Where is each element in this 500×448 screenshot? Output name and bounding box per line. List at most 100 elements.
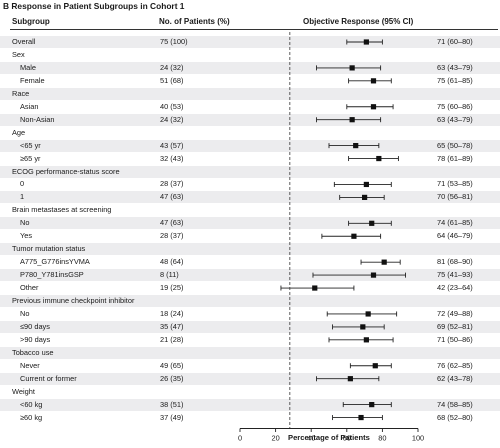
patients-count: 40 (53) [160, 101, 184, 111]
response-ci-text: 75 (61–85) [437, 75, 473, 85]
subgroup-header-label: Tumor mutation status [12, 244, 86, 254]
patients-count: 24 (32) [160, 62, 184, 72]
row-label: Current or former [20, 373, 77, 383]
forest-row: 1 47 (63) 70 (56–81) [0, 191, 500, 204]
row-label: A775_G776insYVMA [20, 257, 90, 267]
point-estimate [349, 65, 355, 71]
row-label: ≤90 days [20, 321, 50, 331]
point-estimate [365, 311, 371, 317]
forest-row: ≥60 kg 37 (49) 68 (52–80) [0, 412, 500, 424]
response-ci-text: 71 (50–86) [437, 334, 473, 344]
point-estimate [362, 194, 368, 200]
x-tick-label: 60 [343, 434, 351, 443]
forest-row: P780_Y781insGSP 8 (11) 75 (41–93) [0, 269, 500, 282]
patients-count: 19 (25) [160, 283, 184, 293]
x-tick-label: 100 [412, 434, 424, 443]
row-label: >90 days [20, 334, 51, 344]
subgroup-header-row: Tumor mutation status [0, 243, 500, 256]
response-ci-text: 71 (53–85) [437, 179, 473, 189]
row-label: <60 kg [20, 399, 43, 409]
point-estimate [351, 233, 357, 239]
forest-row: >90 days 21 (28) 71 (50–86) [0, 334, 500, 346]
patients-count: 18 (24) [160, 308, 184, 318]
response-ci-text: 74 (61–85) [437, 218, 473, 228]
patients-count: 48 (64) [160, 257, 184, 267]
patients-count: 32 (43) [160, 153, 184, 163]
response-ci-text: 74 (58–85) [437, 399, 473, 409]
subgroup-header-label: Weight [12, 386, 35, 396]
subgroup-header-row: Tobacco use [0, 346, 500, 359]
patients-count: 37 (49) [160, 412, 184, 422]
forest-row: Never 49 (65) 76 (62–85) [0, 360, 500, 372]
row-label: Never [20, 360, 40, 370]
patients-count: 26 (35) [160, 373, 184, 383]
patients-count: 49 (65) [160, 360, 184, 370]
point-estimate [370, 272, 377, 278]
patients-column-header: No. of Patients (%) [159, 17, 230, 26]
point-estimate [363, 337, 369, 343]
response-ci-text: 75 (41–93) [437, 270, 473, 280]
forest-row: Yes 28 (37) 64 (46–79) [0, 230, 500, 242]
point-estimate [363, 181, 369, 188]
patients-count: 28 (37) [160, 179, 184, 189]
forest-row: Female 51 (68) 75 (61–85) [0, 75, 500, 87]
subgroup-header-row: Previous immune checkpoint inhibitor [0, 295, 500, 307]
panel-title: B Response in Patient Subgroups in Cohor… [3, 1, 185, 11]
forest-row: <60 kg 38 (51) 74 (58–85) [0, 398, 500, 411]
forest-row: Current or former 26 (35) 62 (43–78) [0, 372, 500, 385]
response-ci-text: 69 (52–81) [437, 321, 473, 331]
forest-row: ≥65 yr 32 (43) 78 (61–89) [0, 153, 500, 165]
patients-count: 51 (68) [160, 75, 184, 85]
forest-row: Male 24 (32) 63 (43–79) [0, 61, 500, 74]
subgroup-header-label: Sex [12, 49, 25, 59]
forest-row: A775_G776insYVMA 48 (64) 81 (68–90) [0, 256, 500, 268]
point-estimate [370, 78, 377, 84]
point-estimate [358, 414, 364, 421]
row-label: 1 [20, 192, 25, 202]
point-estimate [353, 143, 359, 149]
response-ci-text: 68 (52–80) [437, 412, 473, 422]
point-estimate [363, 39, 369, 45]
point-estimate [372, 363, 378, 369]
point-estimate [347, 376, 353, 382]
row-label: Male [20, 62, 37, 72]
patients-count: 75 (100) [160, 37, 188, 46]
row-label: <65 yr [20, 140, 41, 150]
subgroup-header-row: Age [0, 127, 500, 139]
row-label: Yes [20, 231, 33, 241]
point-estimate [360, 324, 366, 330]
response-ci-text: 75 (60–86) [437, 101, 473, 111]
response-ci-text: 78 (61–89) [437, 153, 473, 163]
row-label: No [20, 218, 30, 228]
x-tick-label: 40 [307, 434, 315, 443]
patients-count: 38 (51) [160, 399, 184, 409]
response-ci-text: 63 (43–79) [437, 62, 473, 72]
subgroup-header-label: Race [12, 88, 30, 98]
subgroup-header-row: Race [0, 87, 500, 100]
forest-row: ≤90 days 35 (47) 69 (52–81) [0, 320, 500, 333]
row-label: No [20, 308, 30, 318]
response-ci-text: 71 (60–80) [437, 37, 473, 46]
patients-count: 28 (37) [160, 231, 184, 241]
point-estimate [381, 259, 387, 265]
subgroup-header-row: Sex [0, 49, 500, 61]
patients-count: 35 (47) [160, 321, 184, 331]
patients-count: 8 (11) [160, 270, 179, 280]
forest-row: Asian 40 (53) 75 (60–86) [0, 101, 500, 113]
forest-row: No 18 (24) 72 (49–88) [0, 308, 500, 320]
point-estimate [369, 220, 375, 226]
row-label: Other [20, 283, 39, 293]
patients-count: 24 (32) [160, 114, 184, 124]
subgroup-header-row: ECOG performance-status score [0, 165, 500, 178]
response-ci-text: 70 (56–81) [437, 192, 473, 202]
forest-row: <65 yr 43 (57) 65 (50–78) [0, 139, 500, 152]
response-ci-text: 81 (68–90) [437, 257, 473, 267]
row-label: 0 [20, 179, 25, 189]
response-column-header: Objective Response (95% CI) [303, 17, 414, 26]
forest-row: Overall 75 (100) 71 (60–80) [0, 36, 500, 48]
row-label: Overall [12, 37, 36, 46]
point-estimate [312, 285, 318, 291]
forest-row: Other 19 (25) 42 (23–64) [0, 282, 500, 294]
x-axis-title: Percentage of Patients [288, 433, 370, 442]
